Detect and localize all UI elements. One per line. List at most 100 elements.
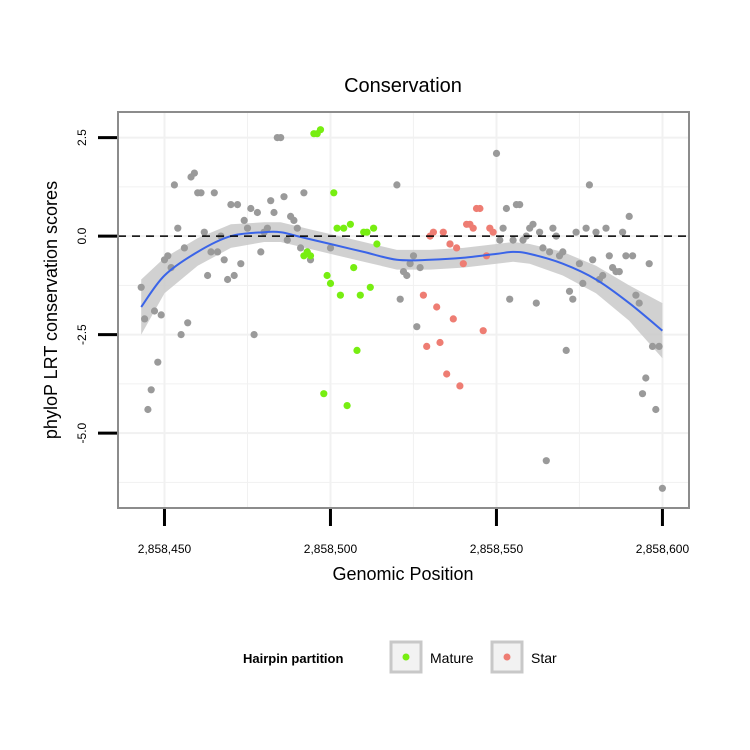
confidence-ribbon: [141, 222, 663, 359]
point-star: [436, 338, 444, 347]
point-other: [257, 248, 265, 256]
point-other: [184, 319, 192, 327]
series-other: [137, 134, 667, 492]
point-other: [516, 201, 524, 209]
point-other: [157, 311, 165, 319]
point-other: [224, 275, 232, 284]
y-axis: 2.5 0.0 -2.5 -5.0: [75, 129, 117, 443]
point-other: [237, 260, 245, 268]
point-other: [605, 252, 613, 260]
point-other: [562, 346, 570, 354]
point-other: [529, 220, 537, 228]
point-other: [230, 271, 238, 280]
point-mature: [306, 252, 315, 260]
point-mature: [346, 220, 354, 228]
point-other: [214, 248, 222, 256]
point-other: [549, 224, 557, 232]
point-other: [253, 208, 261, 217]
point-other: [283, 236, 291, 244]
point-other: [532, 299, 540, 307]
point-other: [207, 248, 215, 256]
point-other: [247, 204, 255, 213]
point-other: [243, 224, 252, 232]
point-other: [164, 252, 172, 260]
point-other: [200, 228, 208, 236]
point-other: [141, 315, 149, 323]
point-other: [582, 224, 590, 232]
point-other: [632, 291, 640, 299]
point-other: [220, 256, 228, 264]
plot-border: [117, 111, 690, 509]
point-other: [210, 189, 218, 197]
point-other: [204, 271, 212, 280]
legend: Hairpin partition Mature Star: [243, 640, 557, 674]
legend-swatch-mature: [402, 653, 410, 661]
point-other: [602, 224, 610, 232]
point-mature: [366, 283, 374, 291]
point-other: [416, 264, 424, 272]
point-star: [429, 228, 437, 236]
point-star: [423, 342, 431, 350]
point-other: [300, 189, 308, 197]
ribbon-band: [141, 222, 663, 359]
x-tick-label: 2,858,500: [304, 542, 358, 556]
series-mature: [300, 126, 381, 410]
point-other: [645, 260, 653, 268]
point-other: [297, 244, 305, 252]
point-star: [449, 315, 457, 323]
point-other: [270, 208, 278, 217]
point-other: [615, 268, 623, 276]
point-other: [648, 342, 657, 350]
y-axis-title: phyloP LRT conservation scores: [41, 181, 61, 439]
x-tick-label: 2,858,550: [470, 542, 524, 556]
point-other: [499, 224, 507, 232]
point-other: [589, 256, 597, 264]
point-mature: [340, 224, 348, 232]
point-other: [642, 374, 650, 382]
point-mature: [373, 240, 381, 248]
x-axis-title: Genomic Position: [332, 564, 473, 584]
point-mature: [343, 402, 351, 410]
point-other: [263, 224, 271, 232]
point-mature: [320, 390, 328, 398]
y-tick-label: 2.5: [75, 129, 89, 146]
point-other: [326, 244, 335, 252]
legend-label-mature: Mature: [430, 650, 474, 666]
point-other: [638, 390, 647, 398]
point-other: [293, 224, 301, 232]
point-star: [489, 228, 497, 236]
point-star: [469, 224, 477, 232]
point-mature: [326, 279, 335, 287]
point-other: [546, 248, 554, 256]
point-other: [154, 358, 162, 366]
point-other: [250, 331, 258, 339]
point-other: [658, 484, 667, 492]
point-star: [459, 260, 467, 268]
y-tick-label: -2.5: [75, 324, 89, 345]
x-axis: 2,858,450 2,858,500 2,858,550 2,858,600: [138, 509, 690, 556]
point-other: [536, 228, 544, 236]
point-other: [572, 228, 580, 236]
point-star: [476, 204, 484, 213]
point-other: [267, 197, 275, 205]
point-other: [496, 236, 504, 244]
point-other: [227, 201, 235, 209]
point-mature: [350, 264, 358, 272]
point-other: [579, 279, 587, 287]
point-mature: [370, 224, 378, 232]
point-other: [559, 248, 567, 256]
point-other: [240, 216, 248, 224]
series-star: [419, 204, 497, 390]
y-tick-label: 0.0: [75, 227, 89, 244]
x-tick-label: 2,858,600: [636, 542, 690, 556]
point-other: [170, 181, 178, 189]
legend-swatch-star: [503, 653, 511, 661]
point-other: [177, 331, 185, 339]
point-other: [180, 244, 188, 252]
point-other: [197, 189, 205, 197]
point-other: [174, 224, 182, 232]
point-other: [629, 252, 637, 260]
point-other: [144, 405, 152, 414]
point-mature: [363, 228, 371, 236]
